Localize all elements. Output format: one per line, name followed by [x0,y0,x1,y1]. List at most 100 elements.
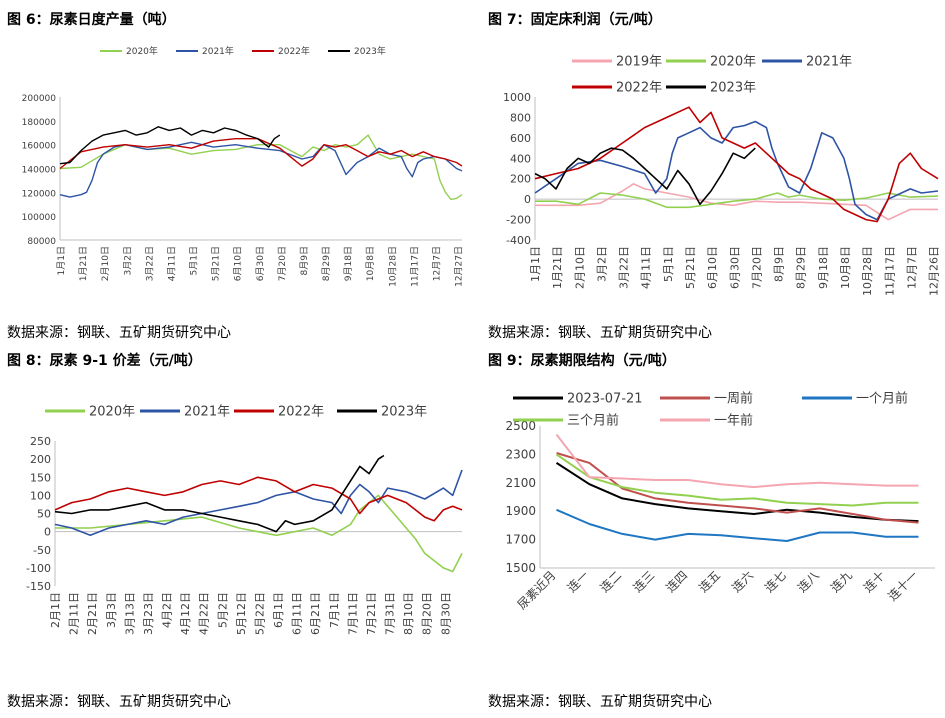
y-tick-label: 150 [30,471,51,484]
x-tick-label: 1月21日 [78,246,89,281]
panel-spread: 图 8：尿素 9-1 价差（元/吨） -150 -100 -50 0 50 100 150 2… [0,353,472,718]
series-line [59,137,463,170]
x-tick-label: 3月22日 [618,246,631,289]
x-tick-label: 4月2日 [161,592,174,628]
series-line [59,126,281,165]
x-tick-label: 2月11日 [68,592,81,635]
series-line [534,106,939,223]
series-line [556,452,919,524]
x-tick-label: 连二 [597,568,625,596]
x-tick-label: 8月29日 [321,246,332,281]
x-tick-label: 5月21日 [211,246,222,281]
series-line [555,433,919,489]
x-tick-label: 9月18日 [343,246,354,281]
chart-title: 图 7：固定床利润（元/吨） [488,12,662,28]
y-tick-label: 0 [44,526,51,539]
x-tick-label: 7月21日 [365,592,378,635]
source-note: 数据来源：钢联、五矿期货研究中心 [488,325,712,341]
source-note: 数据来源：钢联、五矿期货研究中心 [488,694,712,710]
x-tick-label: 5月1日 [189,246,200,275]
y-tick-label: -100 [26,562,51,575]
legend-label: 2023年 [710,81,756,96]
chart-title: 图 9：尿素期限结构（元/吨） [488,353,676,369]
y-tick-label: 1700 [505,533,536,547]
x-tick-label: 6月10日 [233,246,244,281]
x-tick-label: 4月11日 [166,246,177,281]
chart-title: 图 6：尿素日度产量（吨） [7,12,176,28]
y-tick-label: 800 [510,111,531,124]
x-tick-label: 连四 [663,568,691,596]
series-line [555,453,919,507]
legend-label: 2020年 [126,45,158,57]
y-tick-label: 250 [30,435,51,448]
legend-label: 2021年 [202,45,234,57]
x-tick-label: 8月30日 [439,592,452,635]
legend-label: 2023年 [354,45,386,57]
y-tick-label: 100 [30,489,51,502]
x-tick-label: 7月1日 [328,592,341,628]
legend-label: 2023年 [381,405,427,420]
y-tick-label: 80000 [27,237,56,247]
x-tick-label: 3月22日 [144,246,155,281]
series-line [534,120,939,221]
x-tick-label: 连三 [630,568,658,596]
legend-label: 2020年 [710,55,756,70]
y-tick-label: -400 [506,234,531,247]
x-tick-label: 连五 [696,568,724,596]
legend-label: 2022年 [278,45,310,57]
x-tick-label: 2月21日 [86,592,99,635]
legend-label: 2021年 [184,405,230,420]
y-tick-label: 2500 [505,419,536,433]
x-tick-label: 6月30日 [255,246,266,281]
x-tick-label: 5月1日 [662,246,675,282]
series-line [55,494,463,573]
x-tick-label: 5月21日 [684,246,697,289]
series-line [555,462,919,523]
panel-term-structure: 图 9：尿素期限结构（元/吨） 1500 1700 1900 2100 2300 2500… [480,353,945,718]
x-tick-label: 7月20日 [277,246,288,281]
y-tick-label: 600 [510,132,531,145]
legend-label: 2022年 [616,81,662,96]
x-tick-label: 3月13日 [123,592,136,635]
x-tick-label: 8月29日 [795,246,808,289]
panel-fixed-bed-profit: 图 7：固定床利润（元/吨） -400 -200 0 200 400 600 800 1000… [480,0,945,359]
y-tick-label: 1900 [505,504,536,518]
y-tick-label: 200 [510,173,531,186]
series-line [535,183,938,221]
legend-label: 2023-07-21 [567,392,643,407]
x-tick-label: 1月1日 [56,246,67,275]
y-tick-label: -150 [26,580,51,593]
y-tick-label: 160000 [22,142,57,152]
series-line [54,476,463,522]
y-tick-label: 2300 [505,447,536,461]
x-tick-label: 6月21日 [309,592,322,635]
y-tick-label: 200 [30,453,51,466]
x-tick-label: 4月22日 [198,592,211,635]
x-tick-label: 2月10日 [100,246,111,281]
series-line [534,147,756,206]
y-tick-label: 120000 [22,189,57,199]
x-tick-label: 8月10日 [402,592,415,635]
series-line [535,192,939,209]
x-tick-label: 3月2日 [122,246,133,275]
x-tick-label: 4月11日 [640,246,653,289]
series-line [556,508,919,542]
series-line [59,141,463,198]
x-tick-label: 连六 [728,568,756,596]
x-tick-label: 连十 [860,568,888,596]
legend-label: 一年前 [714,413,753,429]
x-tick-label: 8月9日 [773,246,786,282]
y-tick-label: -50 [33,544,51,557]
x-tick-label: 10月28日 [861,246,874,296]
series-line [59,134,463,201]
x-tick-label: 2月10日 [573,246,586,289]
spread-chart: -150 -100 -50 0 50 100 150 200 250 2月1日 2月11日 2月21日… [26,405,463,635]
x-tick-label: 10月8日 [839,246,852,289]
legend-label: 2022年 [278,405,324,420]
legend-label: 一个月前 [856,391,908,407]
y-tick-label: 1500 [505,561,536,575]
y-tick-label: 50 [37,508,51,521]
x-tick-label: 11月17日 [409,246,420,287]
y-tick-label: 1000 [503,91,531,104]
